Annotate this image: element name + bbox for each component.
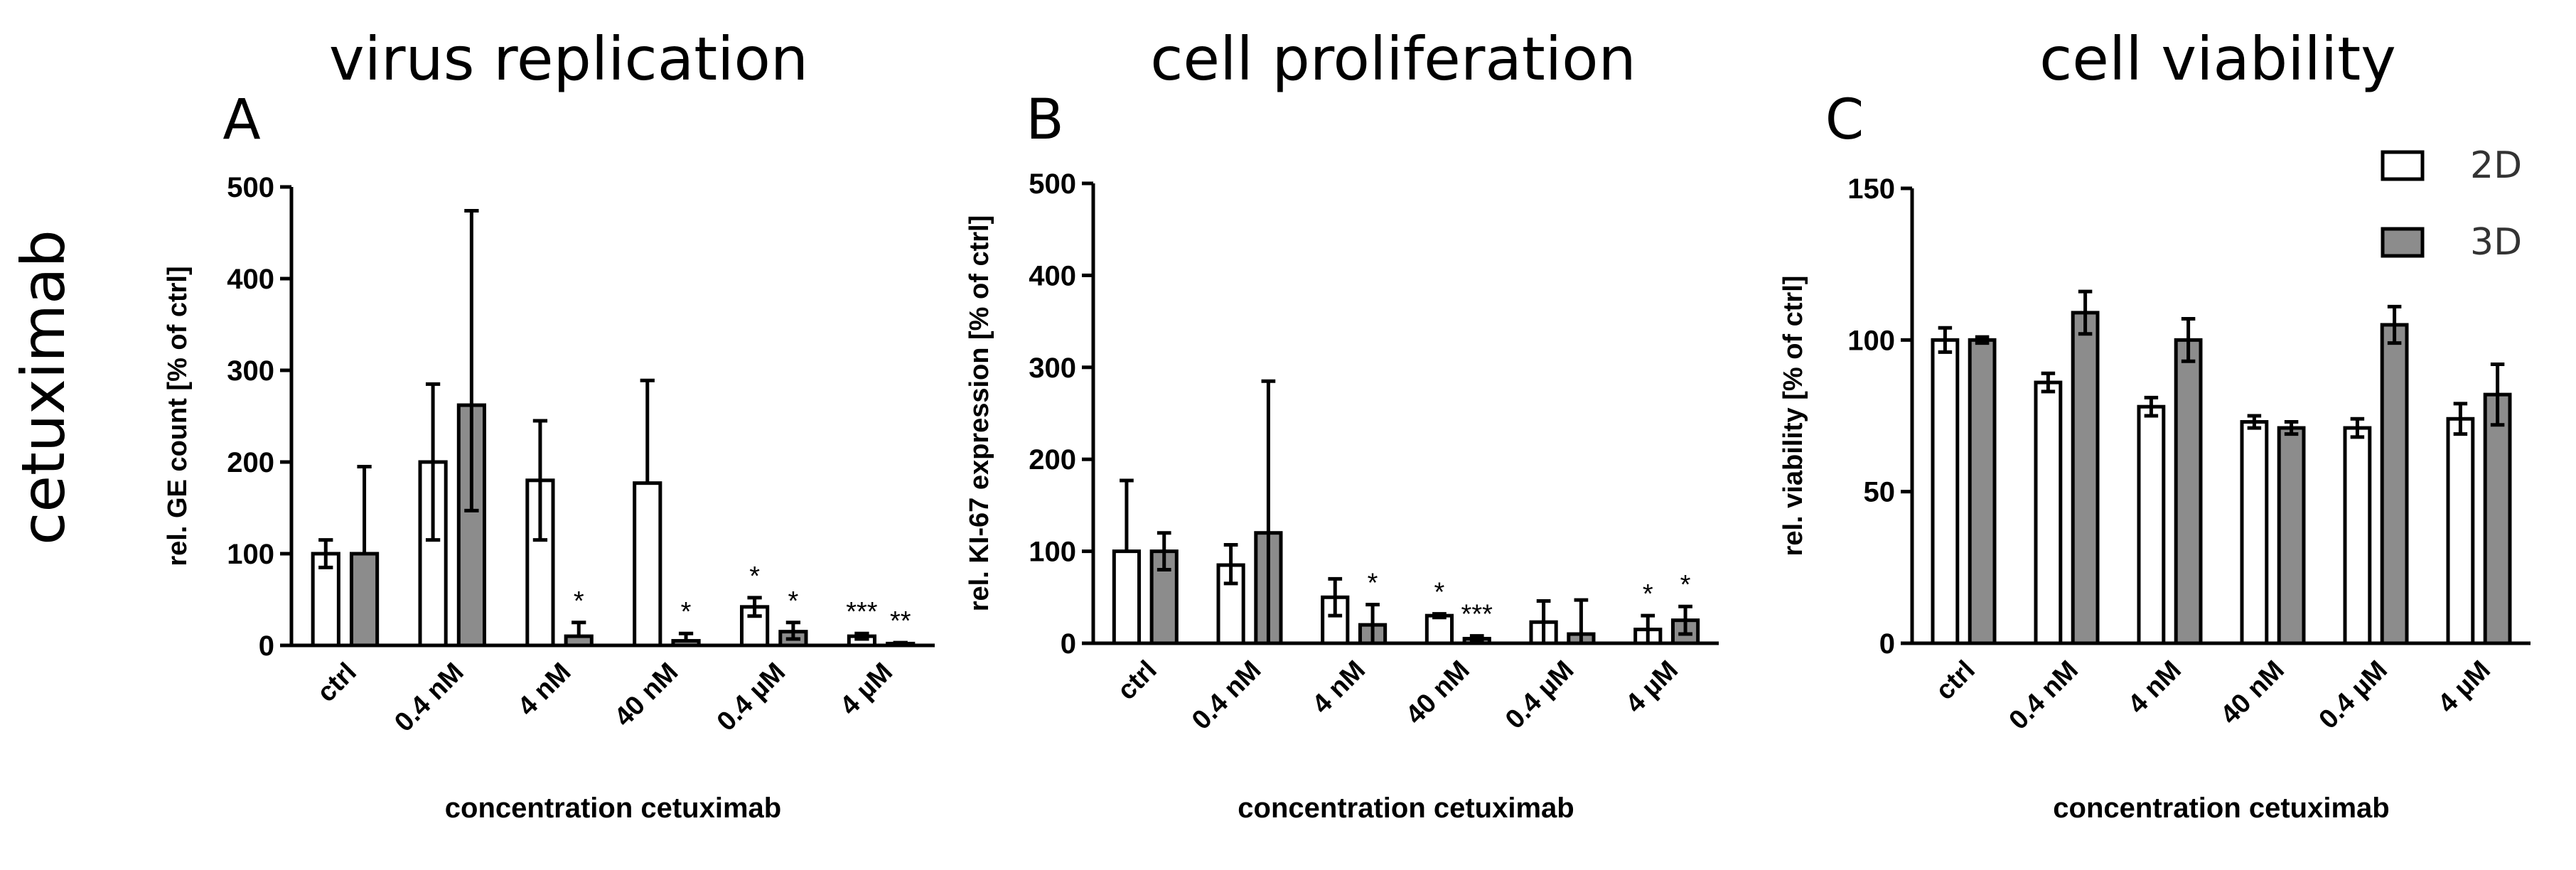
y-tick-label: 500 <box>227 172 274 203</box>
x-axis-label-a: concentration cetuximab <box>445 793 781 824</box>
x-tick-label: 4 nM <box>1306 655 1371 720</box>
bar-3d <box>349 552 380 648</box>
x-tick-label: 0.4 µM <box>712 657 791 737</box>
x-tick-label: 0.4 nM <box>1186 655 1267 736</box>
panel-letter-a: A <box>222 88 260 152</box>
panel-letter-b: B <box>1026 88 1064 152</box>
y-tick-label: 500 <box>1029 168 1076 200</box>
y-tick-label: 100 <box>1029 537 1076 568</box>
side-label: cetuximab <box>9 230 78 545</box>
chart-title-a: virus replication <box>329 24 808 94</box>
y-tick-label: 400 <box>1029 260 1076 291</box>
x-tick-label: 4 nM <box>512 657 577 722</box>
x-tick-label: ctrl <box>311 657 363 709</box>
significance-marker: * <box>1368 569 1378 598</box>
chart-panel-c: cell viability C 0 50 100 150 rel. viability [… <box>1778 24 2531 824</box>
y-tick-label: 300 <box>227 355 274 387</box>
bar-2d <box>2137 404 2166 645</box>
bar-3d <box>2174 338 2203 645</box>
x-axis-label-c: concentration cetuximab <box>2053 793 2389 824</box>
significance-marker: * <box>1434 578 1445 608</box>
x-tick-label: 0.4 nM <box>389 657 469 738</box>
legend-label-2d: 2D <box>2470 144 2522 187</box>
significance-marker: * <box>681 597 692 627</box>
significance-marker: *** <box>846 597 878 627</box>
legend-swatch-2d <box>2381 150 2425 181</box>
x-tick-label: 40 nM <box>2215 655 2290 731</box>
x-tick-label: 0.4 nM <box>2004 655 2084 736</box>
bar-2d <box>2240 420 2269 645</box>
bar-2d <box>2343 426 2372 645</box>
chart-panel-a: virus replication A 0 100 200 300 400 500 rel. G… <box>163 24 935 824</box>
bar-2d <box>2034 380 2063 645</box>
x-tick-label: 0.4 µM <box>1500 655 1579 735</box>
legend-label-3d: 3D <box>2470 221 2522 264</box>
x-tick-label: 0.4 µM <box>2313 655 2393 735</box>
bar-2d <box>1112 549 1142 645</box>
chart-title-b: cell proliferation <box>1150 24 1636 94</box>
y-tick-label: 100 <box>227 539 274 570</box>
y-tick-label: 200 <box>227 447 274 478</box>
panel-letter-c: C <box>1825 88 1864 152</box>
y-axis-label-a: rel. GE count [% of ctrl] <box>163 266 193 566</box>
y-axis-label-c: rel. viability [% of ctrl] <box>1778 276 1808 557</box>
bar-2d <box>633 481 662 648</box>
y-axis-label-b: rel. KI-67 expression [% of ctrl] <box>965 215 994 612</box>
y-tick-label: 100 <box>1847 325 1895 356</box>
significance-marker: ** <box>890 606 911 636</box>
y-tick-label: 0 <box>1061 628 1076 660</box>
bar-2d <box>2446 417 2475 645</box>
chart-panel-b: cell proliferation B 0 100 200 300 400 500 rel. … <box>965 24 1719 824</box>
bar-3d <box>1968 338 1997 645</box>
bar-3d <box>671 639 701 648</box>
x-tick-label: ctrl <box>1112 655 1163 707</box>
x-axis-label-b: concentration cetuximab <box>1238 793 1574 824</box>
significance-marker: * <box>749 562 760 591</box>
x-tick-label: 4 µM <box>834 657 898 721</box>
x-tick-label: 4 nM <box>2122 655 2187 720</box>
significance-marker: *** <box>1461 600 1493 630</box>
bar-2d <box>1424 613 1454 645</box>
significance-marker: * <box>1643 579 1653 609</box>
y-tick-label: 200 <box>1029 444 1076 476</box>
y-tick-label: 150 <box>1847 173 1895 205</box>
legend-swatch-3d <box>2381 227 2425 258</box>
significance-marker: * <box>788 586 799 616</box>
x-tick-label: 40 nM <box>608 657 684 733</box>
bar-3d <box>2071 311 2100 645</box>
x-tick-label: 4 µM <box>1620 655 1684 719</box>
bar-3d <box>2483 392 2512 645</box>
chart-title-c: cell viability <box>2039 24 2396 94</box>
bar-3d <box>2380 323 2409 645</box>
significance-marker: * <box>1680 570 1691 600</box>
x-tick-label: 4 µM <box>2432 655 2496 719</box>
bar-3d <box>2277 426 2306 645</box>
x-tick-label: ctrl <box>1930 655 1981 707</box>
y-tick-label: 0 <box>259 630 274 662</box>
y-tick-label: 50 <box>1864 477 1896 508</box>
y-tick-label: 400 <box>227 264 274 295</box>
bar-3d <box>456 403 486 648</box>
bar-3d <box>564 634 594 648</box>
significance-marker: * <box>574 586 584 616</box>
x-tick-label: 40 nM <box>1400 655 1476 731</box>
y-tick-label: 300 <box>1029 353 1076 384</box>
y-tick-label: 0 <box>1879 628 1895 660</box>
bar-2d <box>1931 338 1960 645</box>
legend: 2D 3D <box>2381 144 2522 264</box>
